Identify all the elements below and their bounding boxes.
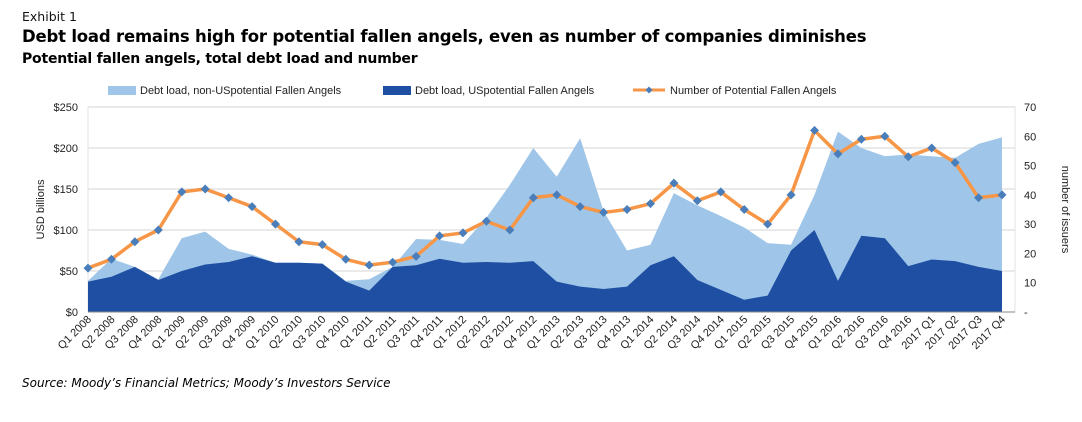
- data-point-marker: [153, 225, 163, 235]
- data-point-marker: [739, 205, 749, 214]
- data-point-marker: [997, 190, 1007, 200]
- y2-tick-label: 20: [1024, 248, 1036, 260]
- chart-subtitle: Potential fallen angels, total debt load…: [22, 51, 418, 67]
- data-point-marker: [435, 231, 445, 241]
- data-point-marker: [833, 149, 843, 159]
- data-point-marker: [903, 152, 913, 162]
- legend-label: Debt load, non-USpotential Fallen Angels: [140, 85, 342, 97]
- data-point-marker: [528, 193, 538, 203]
- y2-axis-title: number of issuers: [1059, 166, 1071, 254]
- data-point-marker: [622, 205, 632, 214]
- data-point-marker: [341, 254, 351, 264]
- data-point-marker: [974, 193, 984, 203]
- y2-tick-label: 10: [1024, 278, 1036, 290]
- y2-tick-label: 50: [1024, 161, 1036, 173]
- data-point-marker: [388, 257, 398, 267]
- data-point-marker: [950, 158, 960, 168]
- data-point-marker: [927, 143, 937, 153]
- y2-tick-label: 40: [1024, 190, 1036, 202]
- y-tick-label: $200: [54, 143, 78, 155]
- line-number-of-fallen-angels: [87, 128, 1003, 270]
- legend-marker: [645, 86, 653, 94]
- data-point-marker: [130, 237, 140, 247]
- y2-tick-label: 70: [1024, 102, 1036, 114]
- data-point-marker: [692, 196, 702, 206]
- data-point-marker: [856, 134, 866, 144]
- data-point-marker: [411, 251, 421, 261]
- area-us-debt: [88, 230, 1002, 312]
- y-axis-title: USD billions: [35, 179, 47, 239]
- data-point-marker: [177, 187, 187, 197]
- legend-label: Number of Potential Fallen Angels: [670, 85, 837, 97]
- data-point-marker: [763, 219, 773, 229]
- y2-tick-label: 30: [1024, 219, 1036, 231]
- legend-swatch: [108, 86, 136, 95]
- data-point-marker: [880, 131, 890, 141]
- data-point-marker: [575, 202, 585, 212]
- data-point-marker: [247, 202, 257, 212]
- data-point-marker: [505, 225, 515, 235]
- data-point-marker: [200, 184, 210, 194]
- data-point-marker: [317, 240, 327, 250]
- exhibit-label: Exhibit 1: [22, 9, 77, 24]
- data-point-marker: [716, 187, 726, 197]
- y-tick-label: $250: [54, 102, 78, 114]
- data-point-marker: [786, 190, 796, 200]
- data-point-marker: [645, 199, 655, 209]
- legend-label: Debt load, USpotential Fallen Angels: [415, 85, 595, 97]
- y-tick-label: $0: [66, 307, 78, 319]
- y-tick-label: $100: [54, 225, 78, 237]
- data-point-marker: [669, 178, 679, 188]
- y2-tick-label: 60: [1024, 131, 1036, 143]
- data-point-marker: [364, 260, 374, 270]
- chart-title: Debt load remains high for potential fal…: [22, 27, 867, 46]
- data-point-marker: [294, 237, 304, 247]
- data-point-marker: [810, 125, 820, 135]
- data-point-marker: [481, 216, 491, 226]
- source-note: Source: Moody’s Financial Metrics; Moody…: [22, 376, 391, 390]
- data-point-marker: [83, 263, 93, 273]
- data-point-marker: [599, 207, 609, 217]
- legend-swatch: [383, 86, 411, 95]
- data-point-marker: [458, 228, 468, 238]
- y2-tick-label: -: [1024, 307, 1028, 319]
- data-point-marker: [552, 190, 562, 200]
- data-point-marker: [224, 193, 234, 203]
- data-point-marker: [270, 219, 280, 229]
- data-point-marker: [106, 254, 116, 264]
- y-tick-label: $50: [60, 266, 78, 278]
- y-tick-label: $150: [54, 184, 78, 196]
